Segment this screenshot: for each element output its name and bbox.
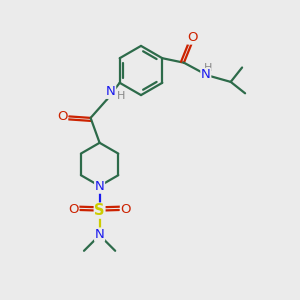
Text: H: H (116, 91, 125, 101)
Text: S: S (94, 203, 105, 218)
Text: H: H (204, 63, 212, 73)
Text: O: O (120, 203, 131, 217)
Text: O: O (68, 203, 79, 217)
Text: O: O (188, 31, 198, 44)
Text: N: N (106, 85, 116, 98)
Text: N: N (95, 228, 104, 241)
Text: N: N (95, 180, 104, 193)
Text: N: N (201, 68, 211, 82)
Text: O: O (57, 110, 68, 123)
